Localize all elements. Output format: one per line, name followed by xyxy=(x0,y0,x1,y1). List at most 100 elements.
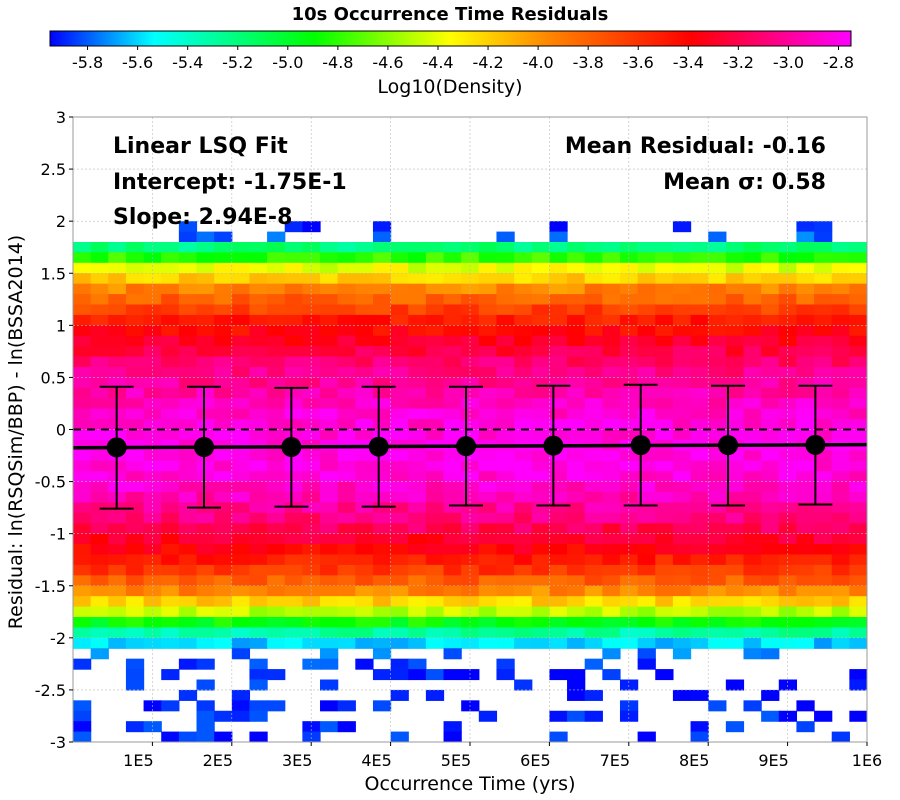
heatmap-cell xyxy=(390,242,409,254)
heatmap-cell xyxy=(672,617,692,629)
heatmap-cell xyxy=(284,304,303,316)
heatmap-cell xyxy=(284,419,303,431)
heatmap-cell xyxy=(372,585,392,597)
heatmap-cell xyxy=(196,304,215,316)
heatmap-cell xyxy=(284,637,303,649)
heatmap-cell xyxy=(637,648,656,660)
heatmap-cell xyxy=(584,450,603,462)
heatmap-cell xyxy=(372,533,392,545)
heatmap-cell xyxy=(408,408,427,420)
heatmap-cell xyxy=(231,617,251,629)
mean-sigma: Mean σ: 0.58 xyxy=(663,170,826,195)
heatmap-cell xyxy=(372,564,392,576)
heatmap-cell xyxy=(778,304,798,316)
heatmap-cell xyxy=(849,429,867,441)
heatmap-cell xyxy=(443,377,462,389)
heatmap-cell xyxy=(496,294,515,306)
colorbar-tick-label: -3.0 xyxy=(773,53,804,72)
heatmap-cell xyxy=(584,262,603,274)
heatmap-cell xyxy=(125,575,145,587)
heatmap-cell xyxy=(796,273,815,285)
heatmap-cell xyxy=(708,387,727,399)
heatmap-cell xyxy=(655,314,674,326)
heatmap-cell xyxy=(672,398,692,410)
heatmap-cell xyxy=(178,460,198,472)
heatmap-cell xyxy=(814,408,833,420)
heatmap-cell xyxy=(337,481,356,493)
heatmap-cell xyxy=(443,648,462,660)
heatmap-cell xyxy=(214,564,233,576)
heatmap-cell xyxy=(125,637,145,649)
heatmap-cell xyxy=(125,721,145,733)
heatmap-cell xyxy=(337,273,356,285)
heatmap-cell xyxy=(214,471,233,483)
heatmap-cell xyxy=(849,471,867,483)
heatmap-cell xyxy=(778,325,798,337)
heatmap-cell xyxy=(514,325,533,337)
heatmap-cell xyxy=(461,450,480,462)
heatmap-cell xyxy=(743,335,762,347)
heatmap-cell xyxy=(690,387,709,399)
heatmap-cell xyxy=(655,304,674,316)
heatmap-cell xyxy=(461,429,480,441)
heatmap-cell xyxy=(408,252,427,264)
heatmap-cell xyxy=(372,512,392,524)
heatmap-cell xyxy=(761,356,780,368)
heatmap-cell xyxy=(672,387,692,399)
heatmap-cell xyxy=(761,450,780,462)
heatmap-cell xyxy=(443,367,462,379)
heatmap-cell xyxy=(143,367,162,379)
heatmap-cell xyxy=(637,731,656,742)
heatmap-cell xyxy=(690,596,709,608)
heatmap-cell xyxy=(743,512,762,524)
heatmap-cell xyxy=(637,273,656,285)
heatmap-cell xyxy=(108,335,127,347)
heatmap-cell xyxy=(108,554,127,566)
binned-means xyxy=(99,383,833,510)
heatmap-cell xyxy=(196,231,215,243)
heatmap-cell xyxy=(320,377,339,389)
heatmap-cell xyxy=(849,523,867,535)
heatmap-cell xyxy=(196,544,215,556)
heatmap-cell xyxy=(514,512,533,524)
heatmap-cell xyxy=(214,533,233,545)
heatmap-cell xyxy=(637,564,656,576)
heatmap-cell xyxy=(708,314,727,326)
heatmap-cell xyxy=(531,314,550,326)
heatmap-cell xyxy=(178,314,198,326)
heatmap-cell xyxy=(90,273,109,285)
heatmap-cell xyxy=(549,544,568,556)
heatmap-cell xyxy=(372,502,392,514)
heatmap-cell xyxy=(196,408,215,420)
heatmap-cell xyxy=(125,408,145,420)
heatmap-cell xyxy=(90,544,109,556)
heatmap-cell xyxy=(408,314,427,326)
heatmap-cell xyxy=(161,502,180,514)
heatmap-cell xyxy=(73,554,92,566)
heatmap-cell xyxy=(178,221,198,233)
heatmap-cell xyxy=(531,585,550,597)
heatmap-cell xyxy=(814,460,833,472)
heatmap-cell xyxy=(567,398,586,410)
heatmap-cell xyxy=(637,387,656,399)
y-tick-label: -2.5 xyxy=(35,681,66,700)
heatmap-cell xyxy=(390,408,409,420)
heatmap-cell xyxy=(267,242,286,254)
heatmap-cell xyxy=(214,325,233,337)
heatmap-cell xyxy=(425,523,445,535)
heatmap-cell xyxy=(637,596,656,608)
heatmap-cell xyxy=(849,679,867,691)
heatmap-cell xyxy=(249,262,268,274)
heatmap-cell xyxy=(408,262,427,274)
heatmap-cell xyxy=(372,283,392,295)
heatmap-cell xyxy=(390,606,409,618)
heatmap-cell xyxy=(284,283,303,295)
heatmap-cell xyxy=(531,617,550,629)
heatmap-cell xyxy=(514,585,533,597)
heatmap-cell xyxy=(284,544,303,556)
heatmap-cell xyxy=(725,460,745,472)
heatmap-cell xyxy=(743,481,762,493)
heatmap-cell xyxy=(549,731,568,742)
heatmap-cell xyxy=(567,606,586,618)
heatmap-cell xyxy=(708,429,727,441)
